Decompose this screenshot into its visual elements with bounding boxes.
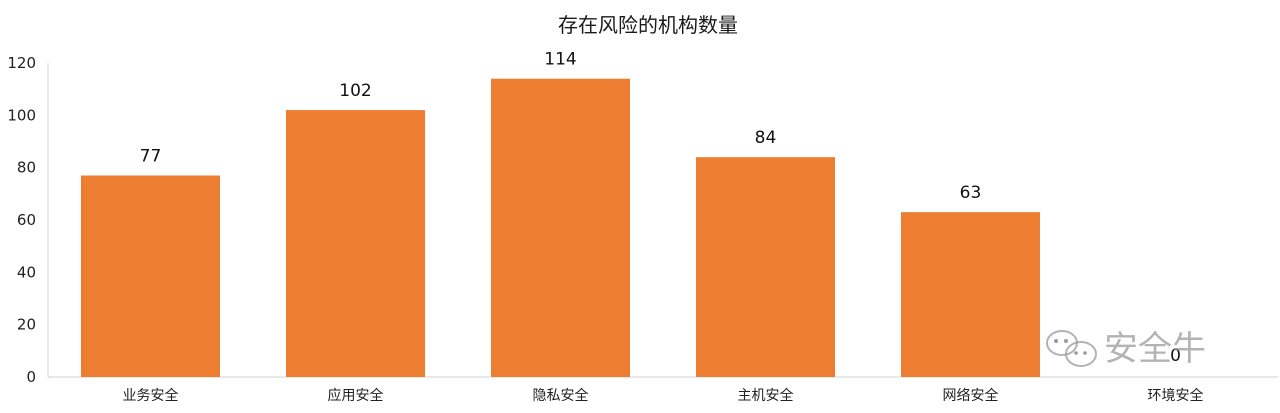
x-tick-label: 隐私安全 <box>533 387 589 404</box>
data-label: 114 <box>544 50 576 70</box>
data-label: 63 <box>960 183 982 203</box>
x-tick-label: 业务安全 <box>123 387 179 404</box>
bar <box>696 157 835 377</box>
bar <box>81 175 220 377</box>
bars <box>81 78 1040 377</box>
y-tick-label: 0 <box>26 368 36 386</box>
y-tick-label: 60 <box>17 211 36 229</box>
data-labels: 77 102 114 84 63 0 <box>140 50 1181 366</box>
y-tick-label: 120 <box>7 54 36 72</box>
watermark: 安全牛 <box>1046 329 1206 369</box>
y-tick-label: 40 <box>17 263 36 281</box>
data-label: 102 <box>339 81 371 101</box>
y-tick-label: 80 <box>17 159 36 177</box>
x-tick-label: 主机安全 <box>738 387 794 404</box>
bar <box>491 78 630 377</box>
x-tick-label: 环境安全 <box>1148 387 1204 404</box>
watermark-text: 安全牛 <box>1104 329 1206 369</box>
x-tick-label: 网络安全 <box>943 387 999 404</box>
data-label: 0 <box>1170 346 1181 366</box>
y-axis-ticks: 0 20 40 60 80 100 120 <box>7 54 36 386</box>
y-tick-label: 100 <box>7 106 36 124</box>
chart-title: 存在风险的机构数量 <box>558 13 738 37</box>
x-axis-labels: 业务安全 应用安全 隐私安全 主机安全 网络安全 环境安全 <box>123 387 1204 404</box>
data-label: 77 <box>140 147 162 167</box>
data-label: 84 <box>755 128 777 148</box>
x-tick-label: 应用安全 <box>328 387 384 404</box>
bar <box>286 110 425 377</box>
y-tick-label: 20 <box>17 316 36 334</box>
wechat-icon <box>1046 330 1097 367</box>
bar <box>901 212 1040 377</box>
